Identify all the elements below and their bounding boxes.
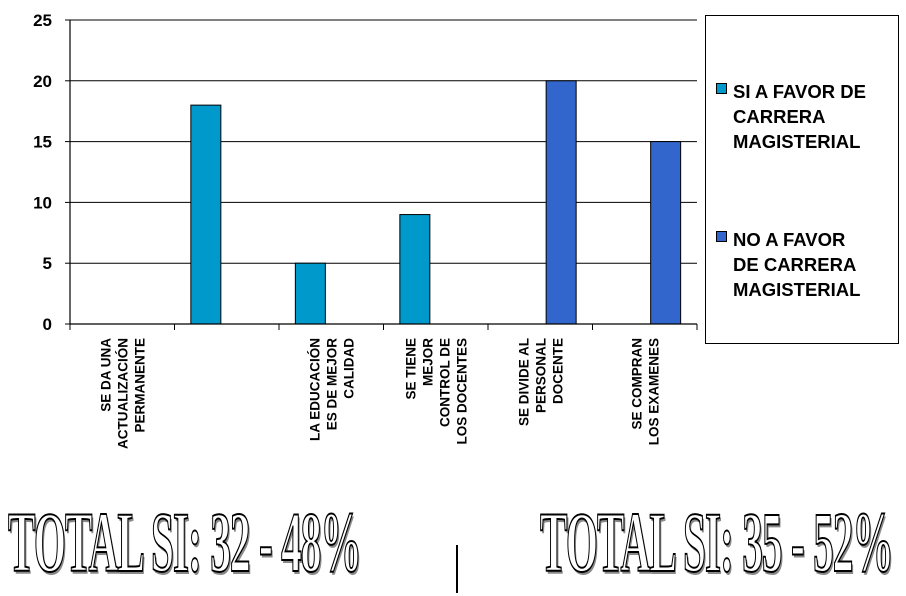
y-tick-label: 20 (33, 72, 52, 91)
y-tick-label: 15 (33, 133, 52, 152)
bar (545, 80, 577, 325)
axes (65, 19, 698, 330)
y-tick-label: 5 (43, 254, 52, 273)
category-label: ACTUALIZACIÓN (115, 338, 130, 449)
y-tick-label: 0 (43, 315, 52, 334)
bars (190, 80, 682, 325)
category-label: PERSONAL (533, 338, 548, 413)
y-tick-label: 25 (33, 11, 52, 30)
bar (399, 214, 431, 325)
legend: SI A FAVOR DE CARRERA MAGISTERIAL NO A F… (705, 15, 899, 344)
bar-chart: 0 5 10 15 20 25 SE DA UNA ACTUALIZACIÓN PERMANE… (33, 11, 698, 449)
category-label: SE DIVIDE AL (516, 338, 531, 426)
legend-swatch-si (716, 83, 727, 94)
y-tick-labels: 0 5 10 15 20 25 (33, 11, 52, 334)
legend-label-si: SI A FAVOR DE CARRERA MAGISTERIAL (733, 81, 866, 152)
category-label: SE COMPRAN (629, 338, 644, 430)
category-label: CONTROL DE (437, 338, 452, 427)
total-right: TOTAL SI: 35 - 52% (540, 493, 895, 591)
legend-label-no: NO A FAVOR DE CARRERA MAGISTERIAL (733, 229, 861, 300)
total-left: TOTAL SI: 32 - 48% (8, 493, 363, 591)
bar (650, 141, 682, 325)
category-label: LOS EXAMENES (646, 338, 661, 445)
gridlines (70, 19, 697, 264)
category-label: SE TIENE (403, 338, 418, 400)
category-label: MEJOR (420, 338, 435, 386)
legend-swatch-no (716, 231, 727, 242)
category-labels: SE DA UNA ACTUALIZACIÓN PERMANENTE LA EDUCA… (98, 338, 661, 449)
bar (294, 262, 326, 325)
bar (190, 104, 222, 325)
category-label: PERMANENTE (132, 338, 147, 433)
category-label: ES DE MEJOR (324, 338, 339, 431)
category-label: DOCENTE (550, 338, 565, 404)
divider (456, 545, 458, 593)
category-label: LA EDUCACIÓN (307, 338, 322, 441)
category-label: LOS DOCENTES (454, 338, 469, 445)
category-label: CALIDAD (341, 338, 356, 399)
category-label: SE DA UNA (98, 338, 113, 412)
y-tick-label: 10 (33, 193, 52, 212)
